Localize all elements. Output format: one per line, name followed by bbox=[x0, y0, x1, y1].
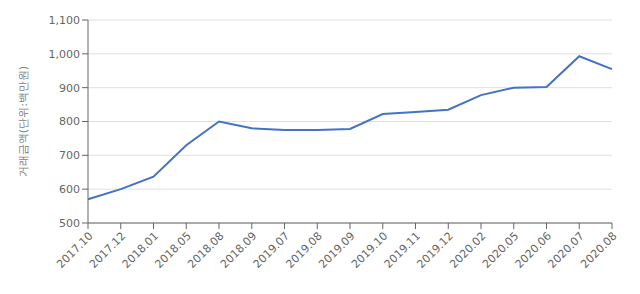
svg-text:2019.12: 2019.12 bbox=[414, 229, 456, 271]
svg-text:2019.11: 2019.11 bbox=[381, 229, 424, 271]
svg-text:900: 900 bbox=[59, 82, 80, 95]
svg-text:2020.06: 2020.06 bbox=[512, 229, 555, 271]
svg-text:500: 500 bbox=[59, 217, 80, 230]
svg-text:2018.09: 2018.09 bbox=[218, 229, 260, 271]
svg-text:2017.10: 2017.10 bbox=[54, 229, 96, 271]
svg-text:800: 800 bbox=[59, 115, 80, 128]
svg-text:2019.07: 2019.07 bbox=[250, 229, 293, 271]
svg-text:2020.02: 2020.02 bbox=[447, 229, 489, 271]
svg-text:700: 700 bbox=[59, 149, 80, 162]
svg-text:2019.09: 2019.09 bbox=[316, 229, 358, 271]
svg-text:2020.08: 2020.08 bbox=[578, 229, 619, 270]
svg-text:600: 600 bbox=[59, 183, 80, 196]
svg-text:2018.01: 2018.01 bbox=[119, 229, 162, 271]
svg-text:거래금액(단위:백만원): 거래금액(단위:백만원) bbox=[17, 66, 30, 177]
svg-text:2018.05: 2018.05 bbox=[152, 229, 194, 271]
svg-text:1,000: 1,000 bbox=[49, 48, 81, 61]
svg-text:2020.05: 2020.05 bbox=[480, 229, 522, 271]
svg-text:2018.08: 2018.08 bbox=[185, 229, 227, 271]
svg-text:2017.12: 2017.12 bbox=[87, 229, 129, 271]
svg-text:2019.10: 2019.10 bbox=[349, 229, 391, 271]
svg-text:1,100: 1,100 bbox=[49, 14, 81, 27]
svg-text:2020.07: 2020.07 bbox=[545, 229, 587, 271]
svg-text:2019.08: 2019.08 bbox=[283, 229, 325, 271]
